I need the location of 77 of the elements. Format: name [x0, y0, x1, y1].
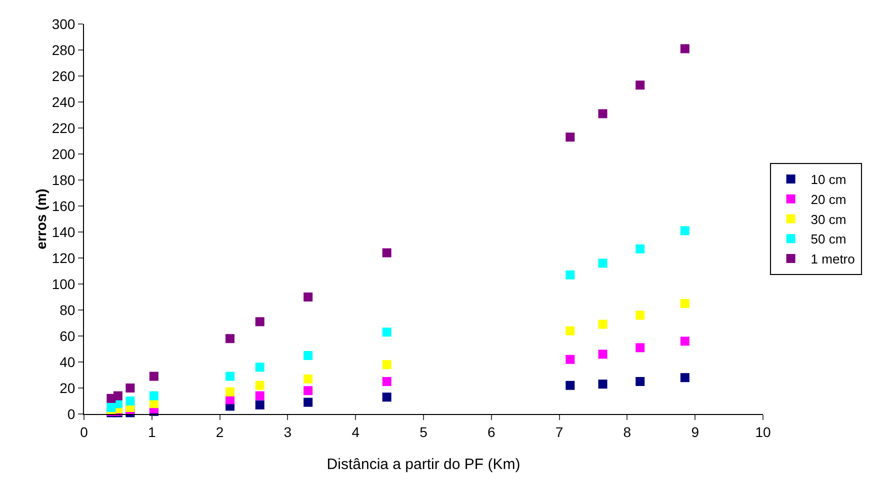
point — [566, 380, 575, 390]
point — [598, 258, 608, 268]
legend-label: 50 cm — [810, 232, 846, 247]
point — [255, 362, 264, 372]
point — [149, 391, 158, 400]
point — [680, 336, 690, 346]
point — [636, 310, 645, 320]
point — [255, 380, 264, 390]
legend-label: 1 metro — [810, 252, 855, 267]
x-tick-label: 2 — [216, 424, 224, 440]
point — [149, 372, 158, 381]
point — [566, 354, 575, 364]
y-tick-label: 260 — [52, 68, 76, 84]
y-tick-label: 20 — [60, 380, 76, 396]
point — [636, 244, 645, 254]
y-tick-label: 100 — [52, 276, 76, 292]
y-tick-label: 60 — [60, 328, 76, 344]
point — [304, 398, 313, 407]
x-tick-label: 5 — [420, 424, 428, 440]
point — [598, 380, 608, 389]
point — [382, 328, 392, 337]
y-tick-label: 300 — [52, 16, 76, 32]
y-tick-label: 280 — [52, 42, 76, 58]
x-axis-title: Distância a partir do PF (Km) — [326, 456, 520, 473]
point — [304, 386, 313, 396]
point — [598, 109, 608, 118]
y-tick-label: 80 — [60, 302, 76, 318]
point — [255, 391, 264, 400]
point — [566, 270, 575, 280]
x-tick-label: 10 — [755, 424, 771, 440]
point — [382, 392, 392, 402]
x-tick-label: 0 — [80, 424, 88, 440]
x-tick-label: 9 — [691, 424, 700, 440]
y-tick-label: 40 — [60, 354, 76, 370]
point — [680, 373, 690, 382]
point — [225, 334, 234, 344]
point — [382, 248, 392, 258]
point — [255, 317, 264, 326]
point — [566, 326, 575, 336]
x-tick-label: 3 — [284, 424, 292, 440]
y-tick-label: 240 — [52, 94, 76, 110]
point — [225, 387, 234, 396]
point — [636, 80, 645, 90]
point — [304, 351, 313, 360]
x-tick-label: 4 — [352, 424, 360, 440]
point — [598, 350, 608, 359]
point — [304, 292, 313, 302]
x-tick-label: 8 — [623, 424, 632, 440]
point — [598, 320, 608, 329]
point — [680, 226, 690, 236]
point — [566, 132, 575, 142]
point — [126, 384, 135, 392]
y-axis-title: erros (m) — [33, 188, 49, 250]
legend-label: 20 cm — [810, 192, 846, 207]
legend-label: 10 cm — [810, 172, 846, 188]
y-tick-label: 220 — [52, 120, 76, 136]
point — [680, 44, 690, 54]
y-tick-label: 140 — [52, 224, 76, 240]
legend-label: 30 cm — [810, 212, 846, 227]
x-tick-label: 1 — [148, 424, 156, 440]
x-tick-label: 7 — [555, 424, 564, 440]
point — [225, 372, 234, 381]
point — [304, 374, 313, 384]
y-tick-label: 0 — [67, 406, 76, 422]
point — [636, 377, 645, 386]
point — [680, 299, 690, 308]
point — [382, 377, 392, 386]
x-tick-label: 6 — [488, 424, 496, 440]
point — [382, 360, 392, 370]
point — [126, 396, 135, 406]
y-tick-label: 120 — [52, 250, 76, 266]
point — [255, 400, 264, 410]
y-tick-label: 160 — [52, 198, 76, 214]
y-tick-label: 180 — [52, 172, 76, 188]
point — [636, 343, 645, 352]
y-tick-label: 200 — [52, 146, 76, 162]
point — [113, 391, 122, 400]
